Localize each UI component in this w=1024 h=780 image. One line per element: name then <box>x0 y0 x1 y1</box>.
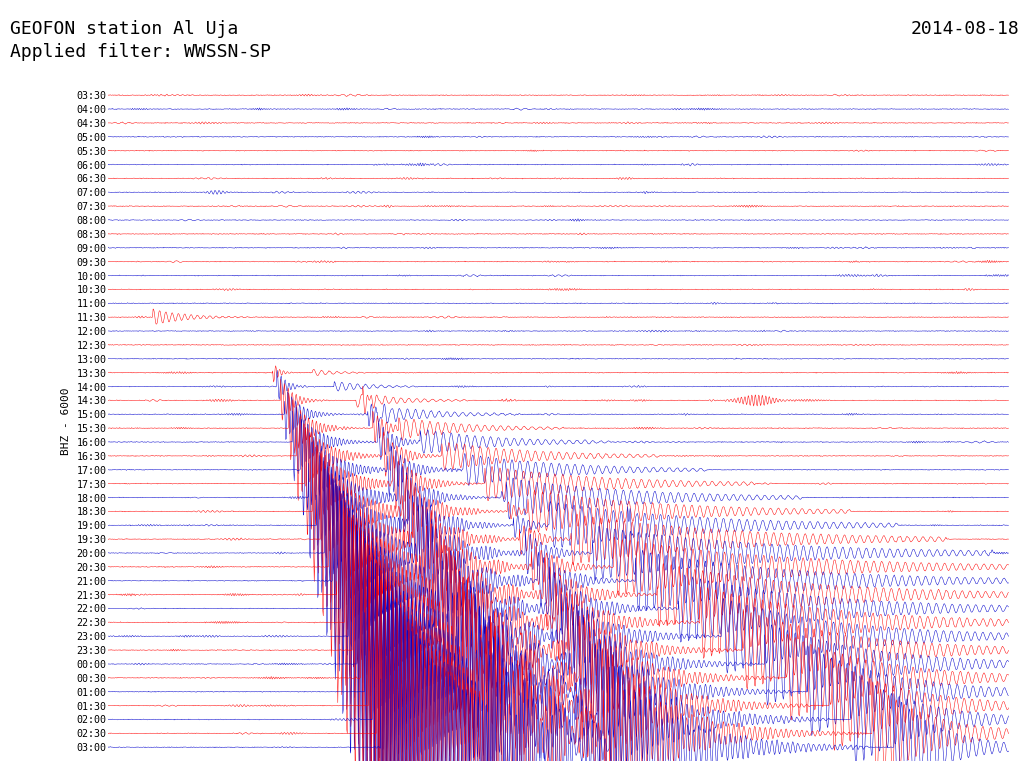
Text: GEOFON station Al Uja: GEOFON station Al Uja <box>10 20 239 37</box>
Y-axis label: BHZ - 6000: BHZ - 6000 <box>61 388 71 455</box>
Text: Applied filter: WWSSN-SP: Applied filter: WWSSN-SP <box>10 43 271 61</box>
Text: 2014-08-18: 2014-08-18 <box>910 20 1019 37</box>
